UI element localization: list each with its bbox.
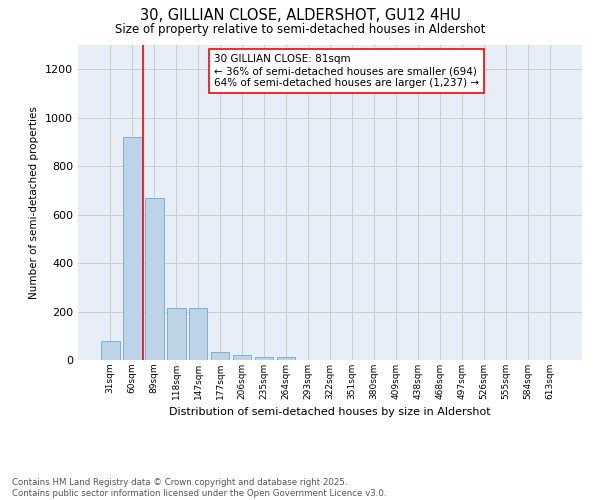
Text: Contains HM Land Registry data © Crown copyright and database right 2025.
Contai: Contains HM Land Registry data © Crown c… <box>12 478 386 498</box>
Text: 30 GILLIAN CLOSE: 81sqm
← 36% of semi-detached houses are smaller (694)
64% of s: 30 GILLIAN CLOSE: 81sqm ← 36% of semi-de… <box>214 54 479 88</box>
X-axis label: Distribution of semi-detached houses by size in Aldershot: Distribution of semi-detached houses by … <box>169 408 491 418</box>
Y-axis label: Number of semi-detached properties: Number of semi-detached properties <box>29 106 40 299</box>
Bar <box>123 137 142 360</box>
Bar <box>101 340 119 360</box>
Text: 30, GILLIAN CLOSE, ALDERSHOT, GU12 4HU: 30, GILLIAN CLOSE, ALDERSHOT, GU12 4HU <box>140 8 460 22</box>
Bar <box>255 357 274 360</box>
Bar <box>277 357 295 360</box>
Text: Size of property relative to semi-detached houses in Aldershot: Size of property relative to semi-detach… <box>115 22 485 36</box>
Bar <box>189 308 208 360</box>
Bar <box>145 198 164 360</box>
Bar <box>211 352 229 360</box>
Bar <box>167 308 185 360</box>
Bar <box>233 355 251 360</box>
